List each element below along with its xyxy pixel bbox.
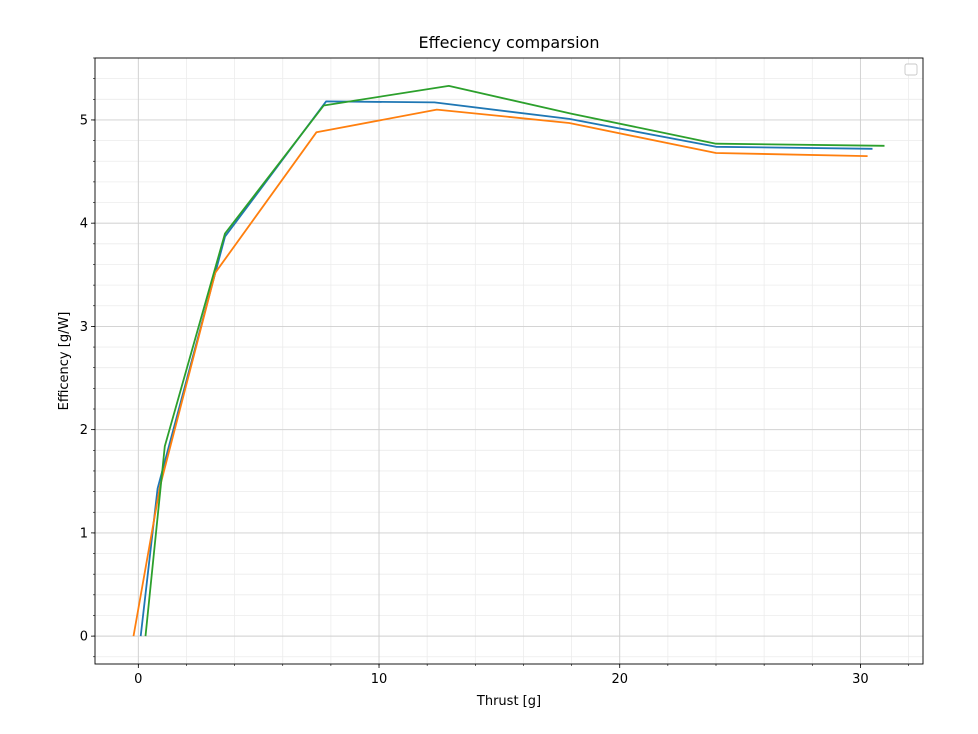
x-tick-label: 20 <box>611 672 628 687</box>
x-tick-label: 10 <box>371 672 388 687</box>
y-tick-label: 1 <box>80 526 88 541</box>
major-grid <box>95 58 923 664</box>
series-line-3 <box>144 85 885 637</box>
x-tick-label: 0 <box>134 672 142 687</box>
x-tick-label: 30 <box>852 672 869 687</box>
series-layer <box>132 85 885 637</box>
y-axis-label: Efficency [g/W] <box>57 312 72 411</box>
legend-box <box>904 63 918 76</box>
series-line-1 <box>139 100 873 637</box>
plot-frame <box>94 57 924 665</box>
y-tick-label: 3 <box>80 320 88 335</box>
x-axis-label: Thrust [g] <box>476 694 541 709</box>
y-tick-label: 4 <box>80 217 88 232</box>
y-tick-label: 5 <box>80 113 88 128</box>
minor-grid <box>95 57 923 664</box>
y-tick-label: 0 <box>80 630 88 645</box>
series-line-2 <box>132 108 868 637</box>
legend <box>904 63 918 76</box>
axes-layer: 0 10 20 30 0 1 2 3 4 5 <box>80 57 924 687</box>
y-tick-label: 2 <box>80 423 88 438</box>
chart-title: Effeciency comparsion <box>419 33 600 52</box>
